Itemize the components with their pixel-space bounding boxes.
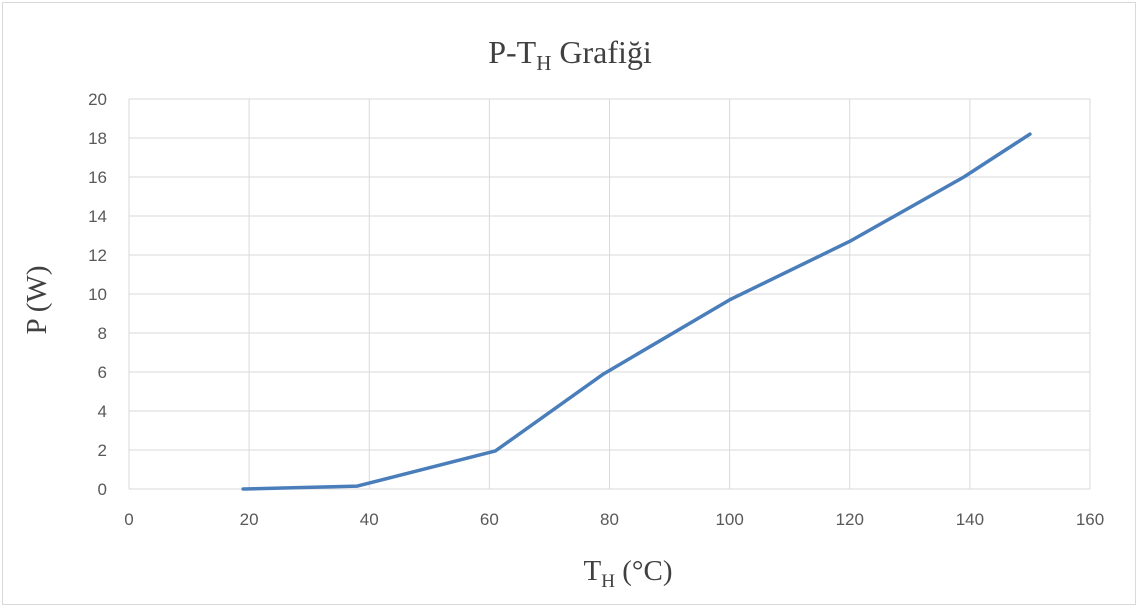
y-tick-label: 4	[98, 402, 107, 421]
chart-title-rest: Grafiği	[551, 34, 652, 70]
x-tick-label: 20	[240, 510, 259, 529]
y-tick-label: 16	[88, 168, 107, 187]
x-axis-title: TH (°C)	[584, 555, 673, 592]
y-tick-label: 8	[98, 324, 107, 343]
x-tick-labels: 0 20 40 60 80 100 120 140 160	[124, 510, 1104, 529]
x-tick-label: 40	[360, 510, 379, 529]
series-line	[241, 132, 1032, 491]
chart-title-main: P-T	[488, 34, 536, 70]
y-axis-title: P (W)	[21, 266, 53, 335]
y-tick-label: 10	[88, 285, 107, 304]
x-tick-label: 60	[480, 510, 499, 529]
x-axis-title-rest: (°C)	[615, 555, 673, 587]
y-tick-labels: 0 2 4 6 8 10 12 14 16 18 20	[88, 90, 107, 499]
y-tick-label: 12	[88, 246, 107, 265]
gridlines	[128, 98, 1091, 490]
x-axis-title-main: T	[584, 555, 602, 587]
y-tick-label: 2	[98, 441, 107, 460]
y-tick-label: 20	[88, 90, 107, 109]
chart-title: P-TH Grafiği	[488, 34, 652, 75]
x-tick-label: 0	[124, 510, 133, 529]
x-axis-title-subscript: H	[601, 571, 615, 592]
y-tick-label: 0	[98, 480, 107, 499]
y-tick-label: 14	[88, 207, 107, 226]
x-tick-label: 80	[600, 510, 619, 529]
x-tick-label: 140	[956, 510, 984, 529]
x-tick-label: 120	[836, 510, 864, 529]
x-tick-label: 160	[1076, 510, 1104, 529]
x-tick-label: 100	[715, 510, 743, 529]
chart-title-subscript: H	[536, 51, 551, 75]
y-tick-label: 18	[88, 129, 107, 148]
y-tick-label: 6	[98, 363, 107, 382]
series-layer	[241, 132, 1032, 491]
